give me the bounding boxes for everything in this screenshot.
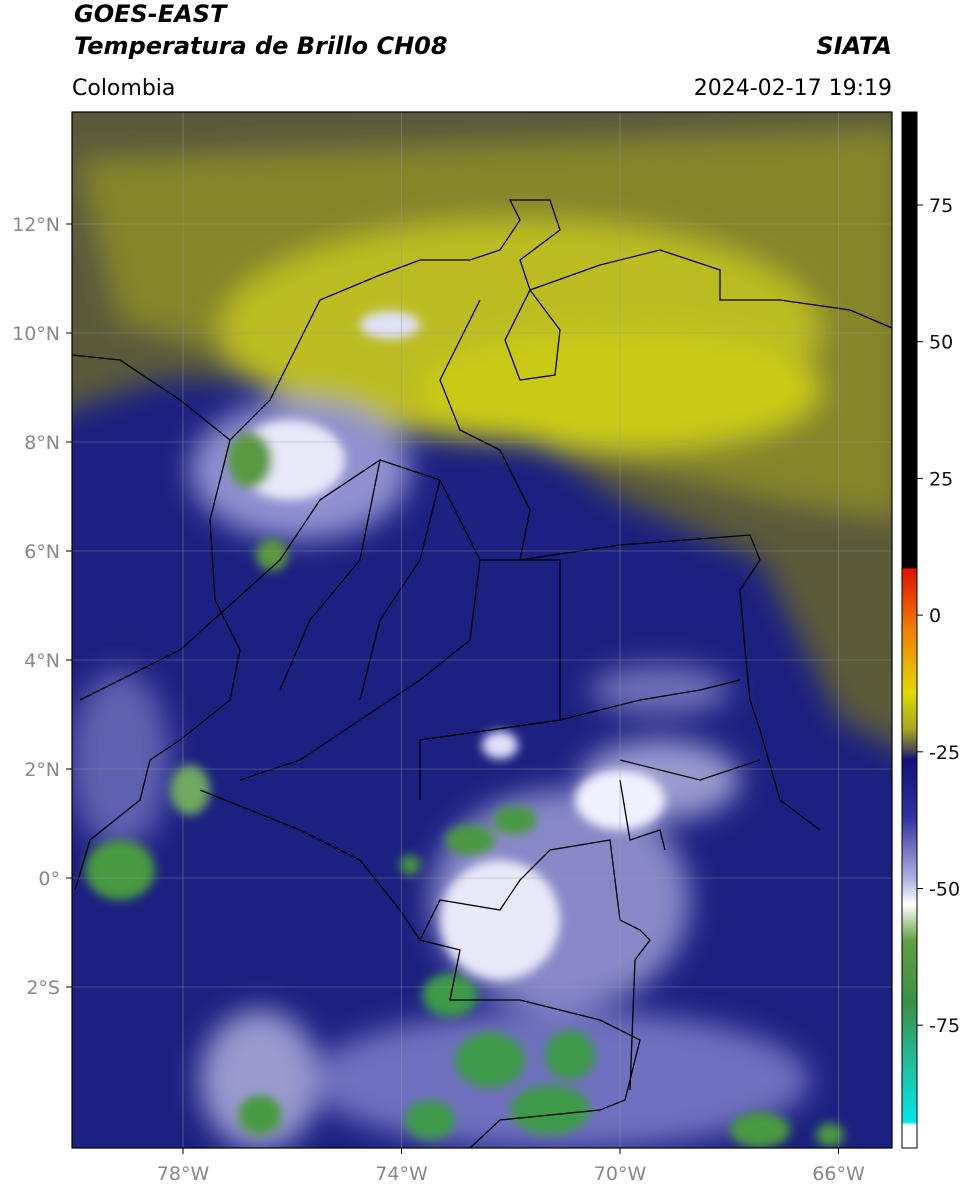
lon-label: 66°W xyxy=(812,1163,865,1185)
source: SIATA xyxy=(816,32,892,60)
colorbar xyxy=(901,111,918,1149)
colorbar-label: -75 xyxy=(929,1015,960,1037)
colorbar-label: 25 xyxy=(929,468,953,490)
colorbar-label: -50 xyxy=(929,879,960,901)
title-line1: GOES-EAST xyxy=(74,0,228,28)
colorbar-label: 0 xyxy=(929,605,941,627)
lat-label: 8°N xyxy=(24,432,60,454)
title-line2: Temperatura de Brillo CH08 xyxy=(74,32,448,60)
satellite-image xyxy=(72,112,892,1148)
lat-label: 2°N xyxy=(24,759,60,781)
lon-label: 78°W xyxy=(157,1163,210,1185)
map-frame xyxy=(71,111,893,1149)
lat-label: 0° xyxy=(38,868,60,890)
colorbar-label: -25 xyxy=(929,742,960,764)
lat-label: 6°N xyxy=(24,541,60,563)
lon-label: 74°W xyxy=(375,1163,428,1185)
lon-label: 70°W xyxy=(594,1163,647,1185)
colorbar-label: 75 xyxy=(929,195,953,217)
graticule xyxy=(72,112,892,1148)
lat-label: 12°N xyxy=(12,214,60,236)
region: Colombia xyxy=(72,76,175,101)
borders xyxy=(72,199,892,1148)
lat-label: 2°S xyxy=(26,977,60,999)
lat-label: 4°N xyxy=(24,650,60,672)
lat-label: 10°N xyxy=(12,323,60,345)
timestamp: 2024-02-17 19:19 xyxy=(694,76,892,101)
colorbar-label: 50 xyxy=(929,332,953,354)
